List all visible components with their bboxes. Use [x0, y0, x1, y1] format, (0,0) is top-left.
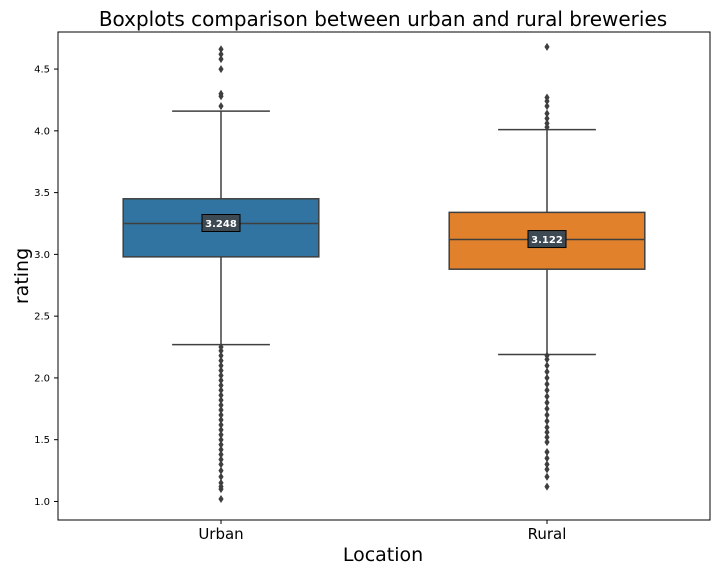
median-label: 3.248	[205, 219, 237, 230]
outlier-point	[218, 460, 224, 469]
outlier-point	[544, 109, 550, 118]
outlier-point	[218, 45, 224, 54]
outlier-point	[218, 89, 224, 98]
outlier-point	[544, 102, 550, 111]
outlier-point	[544, 398, 550, 407]
x-axis-label: Location	[343, 544, 423, 566]
outlier-point	[544, 410, 550, 419]
outlier-point	[544, 482, 550, 491]
outlier-point	[218, 371, 224, 380]
outlier-point	[218, 420, 224, 429]
outlier-point	[544, 460, 550, 469]
outlier-point	[218, 102, 224, 111]
outlier-point	[218, 376, 224, 385]
outlier-point	[218, 466, 224, 475]
outlier-point	[544, 448, 550, 457]
outlier-point	[544, 386, 550, 395]
median-label: 3.122	[531, 235, 563, 246]
y-tick-label: 2.0	[34, 373, 50, 384]
outlier-point	[218, 396, 224, 405]
outlier-point	[218, 356, 224, 365]
outlier-point	[218, 430, 224, 439]
outlier-point	[218, 351, 224, 360]
y-tick-label: 1.5	[34, 435, 50, 446]
outlier-point	[218, 343, 224, 352]
x-tick-label: Rural	[528, 525, 567, 543]
outlier-point	[544, 367, 550, 376]
outlier-point	[218, 361, 224, 370]
y-axis-label: rating	[11, 248, 33, 304]
outlier-point	[218, 386, 224, 395]
outlier-point	[218, 435, 224, 444]
outlier-point	[544, 373, 550, 382]
outlier-point	[218, 415, 224, 424]
outlier-point	[218, 366, 224, 375]
outlier-point	[218, 440, 224, 449]
y-tick-label: 4.5	[34, 65, 50, 76]
outlier-point	[544, 351, 550, 360]
plot-frame	[57, 31, 711, 521]
median-label-bg	[201, 213, 241, 232]
outlier-point	[544, 392, 550, 401]
x-tick-label: Urban	[198, 525, 243, 543]
outlier-point	[218, 450, 224, 459]
outlier-point	[218, 391, 224, 400]
outlier-point	[218, 65, 224, 74]
outlier-point	[544, 454, 550, 463]
outlier-point	[544, 465, 550, 474]
outlier-point	[544, 438, 550, 447]
outlier-point	[544, 428, 550, 437]
y-tick-label: 2.5	[34, 312, 50, 323]
outlier-point	[218, 50, 224, 59]
outlier-point	[544, 42, 550, 51]
outlier-point	[218, 381, 224, 390]
outlier-point	[218, 401, 224, 410]
y-tick-label: 4.0	[34, 126, 50, 137]
outlier-point	[218, 406, 224, 415]
outlier-point	[544, 472, 550, 481]
outlier-point	[218, 55, 224, 64]
outlier-point	[544, 423, 550, 432]
outlier-point	[218, 455, 224, 464]
y-tick-label: 3.0	[34, 250, 50, 261]
outlier-point	[544, 93, 550, 102]
outlier-point	[218, 445, 224, 454]
outlier-point	[544, 380, 550, 389]
outlier-point	[218, 425, 224, 434]
outlier-point	[218, 494, 224, 503]
outlier-point	[544, 417, 550, 426]
outlier-point	[544, 119, 550, 128]
y-tick-label: 3.5	[34, 188, 50, 199]
outlier-point	[544, 433, 550, 442]
median-label-bg	[527, 230, 567, 249]
y-tick-label: 1.0	[34, 497, 50, 508]
outlier-point	[218, 472, 224, 481]
outlier-point	[218, 410, 224, 419]
outlier-point	[218, 478, 224, 487]
outlier-point	[544, 114, 550, 123]
outlier-point	[544, 361, 550, 370]
outlier-point	[544, 404, 550, 413]
chart-title: Boxplots comparison between urban and ru…	[99, 7, 667, 31]
